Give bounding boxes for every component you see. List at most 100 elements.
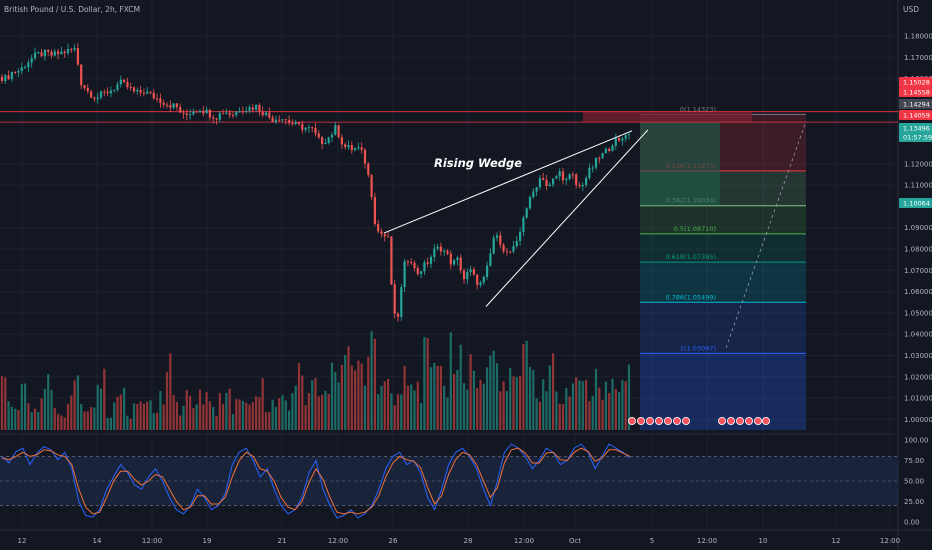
candle-body <box>581 184 584 187</box>
volume-bar <box>215 415 218 430</box>
volume-bar <box>314 377 317 430</box>
event-markers[interactable] <box>628 416 771 425</box>
candle-body <box>390 236 393 285</box>
time-tick-label: 12:00 <box>697 537 717 545</box>
candle-body <box>307 127 310 129</box>
candle-body <box>406 261 409 263</box>
volume-bar <box>555 391 558 430</box>
volume-bar <box>505 391 508 430</box>
volume-bar <box>565 387 568 430</box>
volume-bar <box>165 372 169 430</box>
candle-body <box>347 145 350 148</box>
candle-body <box>33 52 37 59</box>
volume-bar <box>624 381 627 430</box>
candle-body <box>268 112 271 118</box>
candle-body <box>350 145 353 151</box>
volume-bar <box>228 388 231 430</box>
volume-bar <box>311 380 314 430</box>
fib-level-label: 0.5(1.08710) <box>674 225 716 233</box>
candle-body <box>472 269 475 275</box>
volume-bar <box>278 398 281 430</box>
volume-bar <box>30 412 33 430</box>
volume-bar <box>33 408 37 430</box>
volume-bar <box>380 385 383 430</box>
candle-body <box>136 90 139 92</box>
volume-bar <box>330 362 334 430</box>
volume-bar <box>284 400 287 430</box>
position-tool[interactable] <box>583 111 752 206</box>
candle-body <box>453 260 456 265</box>
time-axis[interactable]: 12 14 12:00 19 21 12:00 26 28 12:00 Oct 5 12:00 10 12… <box>18 537 901 545</box>
volume-bar <box>205 392 208 430</box>
price-tick-label: 1.11000 <box>904 182 932 190</box>
candle-body <box>594 158 598 168</box>
candle-body <box>103 91 106 93</box>
candle-body <box>542 178 545 180</box>
volume-bar <box>321 394 324 430</box>
candle-body <box>568 174 571 179</box>
volume-bar <box>60 415 63 430</box>
volume-bar <box>149 400 152 430</box>
volume-bar <box>139 401 142 430</box>
volume-bar <box>472 370 475 430</box>
volume-bar <box>96 384 99 430</box>
candle-body <box>205 109 208 114</box>
volume-bar <box>383 381 386 430</box>
trendlines[interactable] <box>383 121 807 349</box>
volume-bar <box>17 410 20 430</box>
candle-body <box>96 97 99 100</box>
candle-body <box>604 148 607 154</box>
stoch-k-line <box>1 443 631 519</box>
volume-bar <box>542 379 545 430</box>
volume-bar <box>532 370 535 430</box>
candle-body <box>321 137 324 145</box>
event-marker <box>655 416 664 425</box>
candle-body <box>429 256 433 264</box>
candle-body <box>218 113 221 120</box>
volume-bar <box>297 362 301 430</box>
time-tick-label: Oct <box>569 537 581 545</box>
candle-body <box>53 51 56 56</box>
volume-bar <box>241 400 244 430</box>
volume-bar <box>291 393 294 430</box>
stochastic-panel <box>0 443 898 519</box>
volume-bar <box>116 396 119 430</box>
volume-bar <box>581 381 584 430</box>
volume-bar <box>535 398 538 430</box>
candle-body <box>314 128 317 134</box>
price-axis[interactable]: 1.180001.170001.160001.120001.110001.090… <box>899 33 932 527</box>
candle-body <box>215 118 218 120</box>
candle-body <box>288 120 291 123</box>
candle-body <box>360 147 363 150</box>
candle-body <box>354 148 357 151</box>
candle-body <box>30 58 33 63</box>
volume-bar <box>370 331 373 430</box>
candle-body <box>40 52 43 57</box>
price-label: 1.14294 <box>903 101 930 109</box>
volume-bar <box>288 410 291 430</box>
candle-body <box>238 111 241 113</box>
volume-bar <box>406 385 409 430</box>
price-tick-label: 1.12000 <box>904 160 932 168</box>
volume-bar <box>245 402 248 430</box>
candle-body <box>443 250 446 252</box>
candle-body <box>195 111 198 113</box>
stop-zone <box>583 111 752 123</box>
event-marker <box>673 416 682 425</box>
candle-body <box>400 287 403 317</box>
volume-bar <box>80 404 83 430</box>
horizontal-lines[interactable] <box>0 111 898 123</box>
candle-body <box>519 232 522 241</box>
fib-zone <box>640 205 806 234</box>
wedge-label[interactable]: Rising Wedge <box>434 156 522 170</box>
volume-bar <box>545 391 548 430</box>
time-tick-label: 12:00 <box>142 537 162 545</box>
candle-body <box>396 313 400 317</box>
candle-body <box>264 112 268 116</box>
volume-bar <box>489 355 492 430</box>
volume-bar <box>261 378 264 430</box>
volume-bar <box>189 396 192 430</box>
candle-body <box>116 84 119 90</box>
candle-body <box>66 49 70 54</box>
